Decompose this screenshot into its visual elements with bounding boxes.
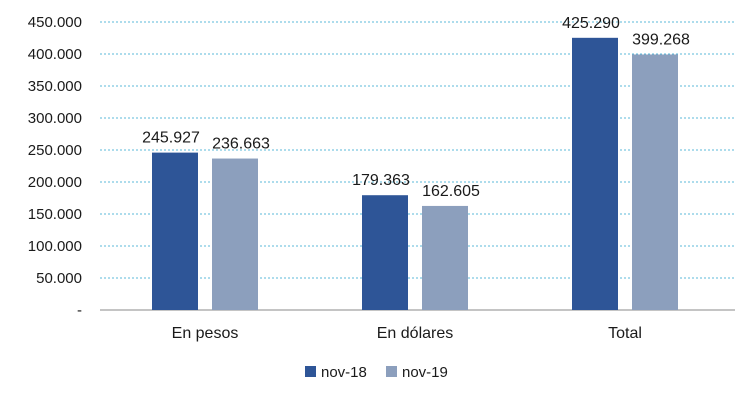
gridlines — [100, 21, 735, 311]
y-tick-label: 400.000 — [28, 46, 82, 63]
category-label: Total — [608, 325, 642, 342]
data-label: 245.927 — [142, 130, 200, 147]
y-axis-tick-labels: - 50.000 100.000 150.000 200.000 250.000 300.0… — [28, 14, 82, 319]
y-tick-label: 150.000 — [28, 206, 82, 223]
category-label: En dólares — [377, 325, 454, 342]
data-label: 236.663 — [212, 136, 270, 153]
bar-nov-19-1 — [422, 205, 468, 310]
data-labels: 245.927 179.363 425.290 236.663 162.605 399.2… — [142, 15, 690, 200]
y-tick-label: 100.000 — [28, 238, 82, 255]
legend-label: nov-19 — [402, 364, 448, 381]
y-tick-label: 350.000 — [28, 78, 82, 95]
data-label: 399.268 — [632, 31, 690, 48]
y-tick-label: 200.000 — [28, 174, 82, 191]
y-tick-label: 250.000 — [28, 142, 82, 159]
y-tick-label: 50.000 — [36, 270, 82, 287]
data-label: 179.363 — [352, 172, 410, 189]
y-tick-label: 450.000 — [28, 14, 82, 31]
legend-swatch-nov-18 — [305, 366, 316, 377]
bar-nov-18-2 — [572, 37, 618, 311]
category-label: En pesos — [172, 325, 239, 342]
bar-nov-19-2 — [632, 54, 678, 311]
data-label: 425.290 — [562, 15, 620, 32]
category-labels: En pesos En dólares Total — [172, 325, 642, 342]
bar-nov-18-0 — [152, 152, 198, 310]
y-tick-label: 300.000 — [28, 110, 82, 127]
legend-swatch-nov-19 — [386, 366, 397, 377]
legend: nov-18 nov-19 — [305, 364, 448, 381]
data-label: 162.605 — [422, 183, 480, 200]
bar-nov-18-1 — [362, 195, 408, 310]
bars — [152, 37, 678, 311]
bar-nov-19-0 — [212, 158, 258, 310]
y-tick-label: - — [77, 302, 82, 319]
legend-label: nov-18 — [321, 364, 367, 381]
